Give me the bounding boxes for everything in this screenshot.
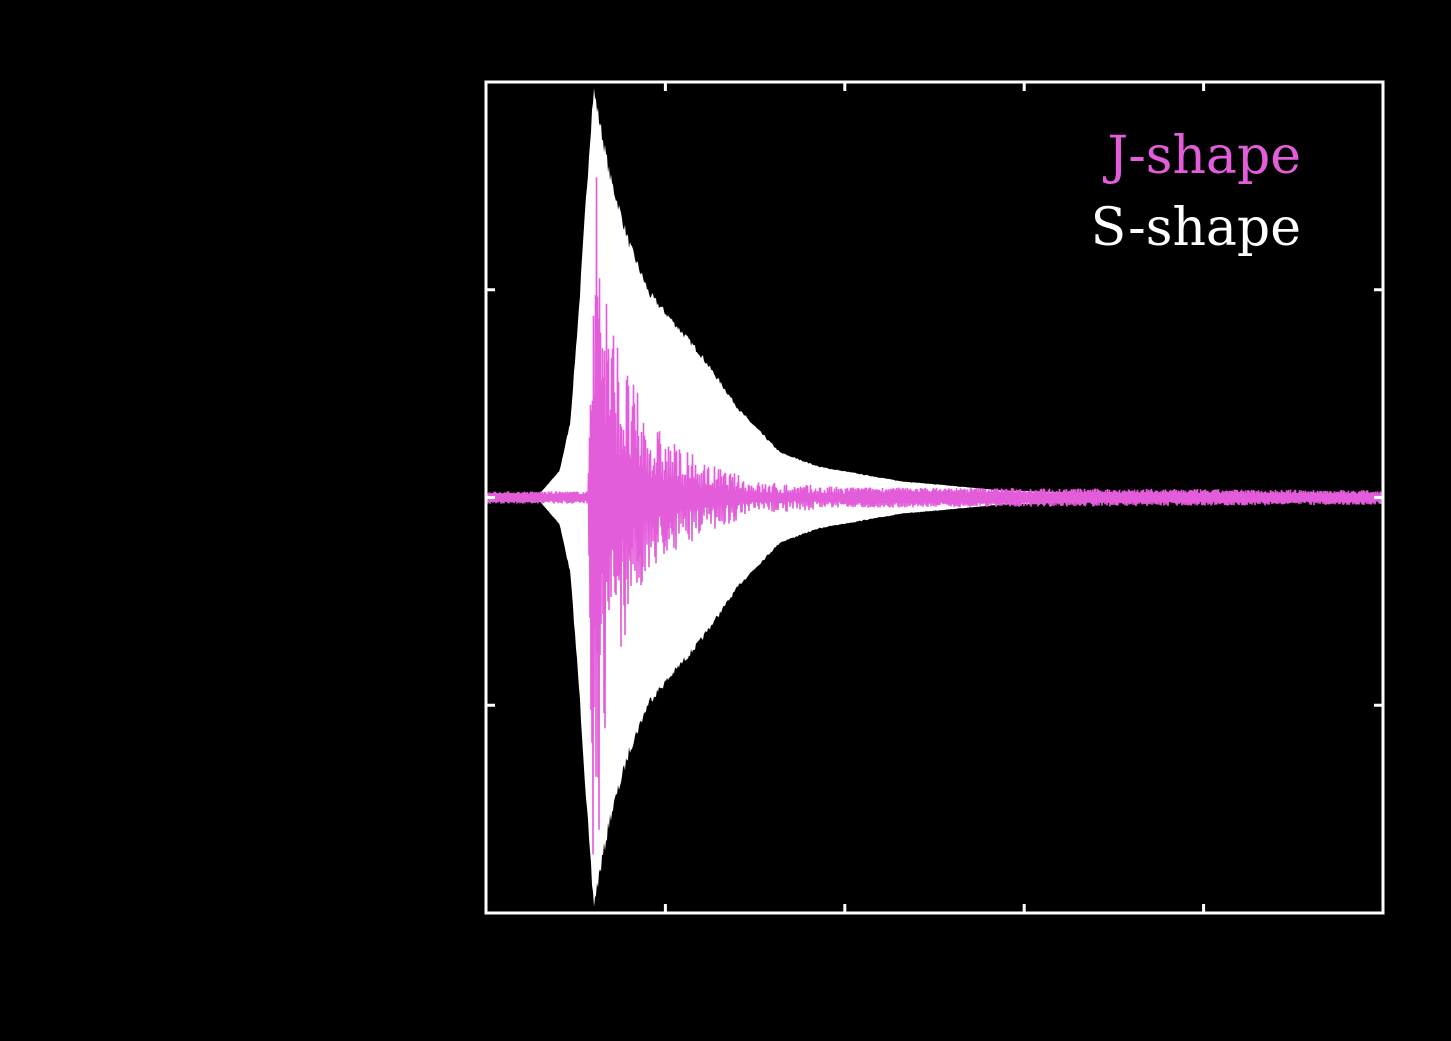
j-shape-line	[485, 177, 1384, 855]
axes	[484, 80, 1385, 915]
legend: J-shape S-shape	[1091, 120, 1301, 264]
legend-j-shape: J-shape	[1107, 126, 1301, 186]
legend-s-shape: S-shape	[1090, 198, 1301, 258]
j-shape-series	[485, 177, 1384, 855]
